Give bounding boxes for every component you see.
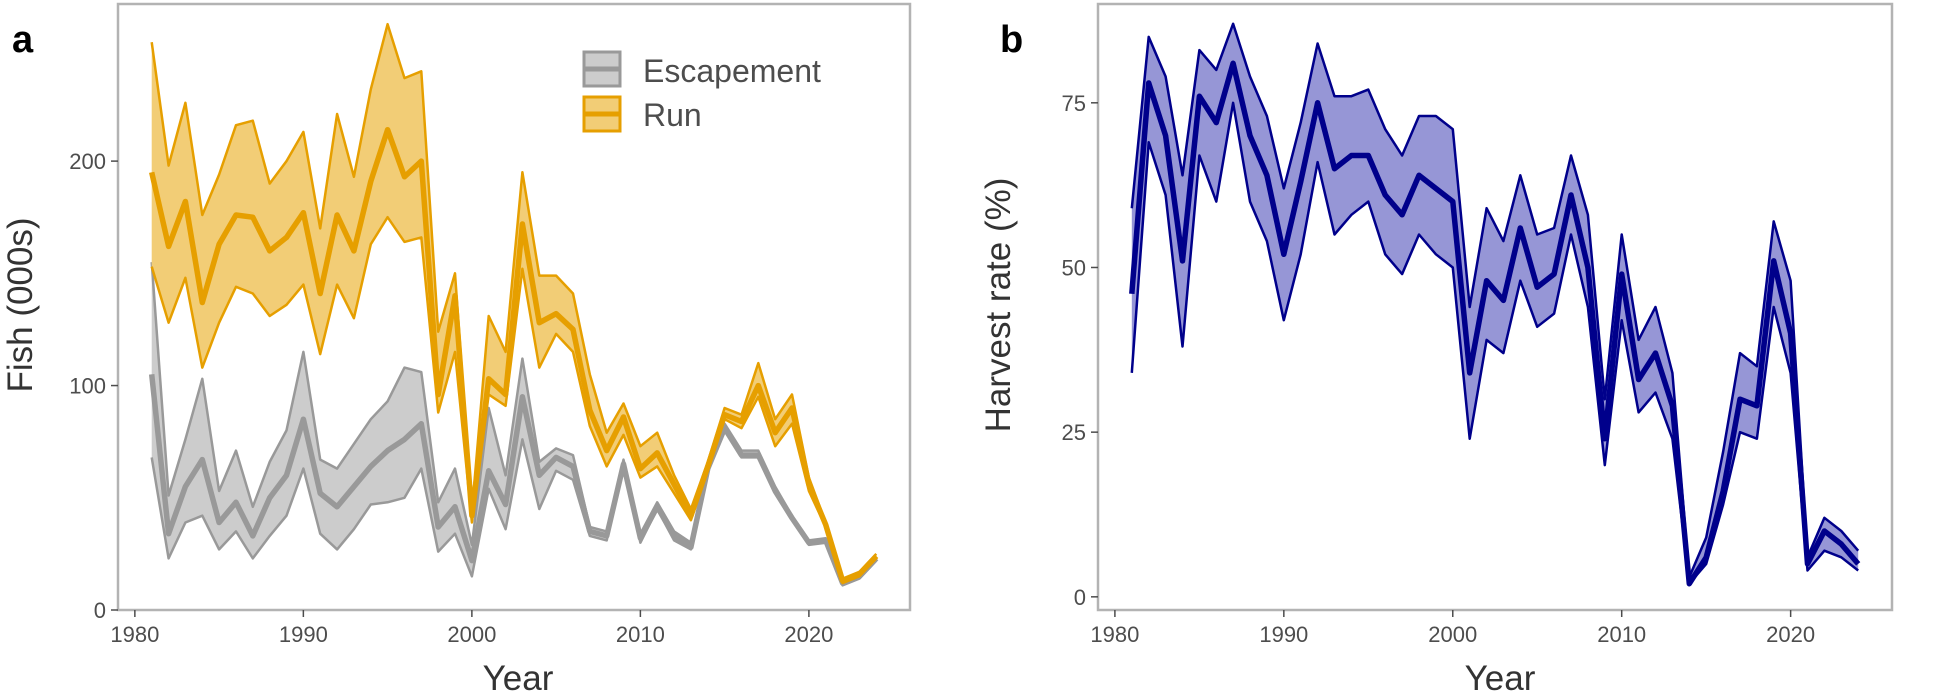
panel-b-xlabel: Year xyxy=(1465,659,1536,698)
panel-a-run-median-line xyxy=(149,126,879,584)
panel-a-ytick-label-100: 100 xyxy=(69,374,106,399)
legend-label-run: Run xyxy=(643,97,702,133)
legend-item-escapement: Escapement xyxy=(582,50,821,89)
panel-a-run-lower-line xyxy=(150,215,878,585)
panel-b-xtick-label-2010: 2010 xyxy=(1597,622,1646,647)
panel-b-ytick-label-25: 25 xyxy=(1062,420,1086,445)
panel-a-plot: 1980 1990 2000 2010 2020 0 100 200 xyxy=(69,2,912,647)
panel-b-plot: 1980 1990 2000 2010 2020 0 25 50 75 xyxy=(1062,2,1894,647)
panel-a-xtick-label-2020: 2020 xyxy=(784,622,833,647)
panel-a-xtick-label-1990: 1990 xyxy=(279,622,328,647)
panel-b-xtick-label-2020: 2020 xyxy=(1766,622,1815,647)
panel-a-xlabel: Year xyxy=(483,659,554,698)
panel-a-escapement-upper-line xyxy=(150,262,878,583)
panel-a-xtick-label-2010: 2010 xyxy=(616,622,665,647)
panel-b-ytick-label-0: 0 xyxy=(1074,585,1086,610)
panel-a-ylabel: Fish (000s) xyxy=(1,217,40,392)
panel-b-ylabel: Harvest rate (%) xyxy=(979,178,1018,433)
panel-a-label: a xyxy=(12,19,34,61)
panel-b-xtick-label-2000: 2000 xyxy=(1428,622,1477,647)
panel-b-ytick-label-75: 75 xyxy=(1062,91,1086,116)
panel-b-ytick-label-50: 50 xyxy=(1062,255,1086,280)
legend-label-escapement: Escapement xyxy=(643,53,821,89)
panel-b-series-lower-line xyxy=(1130,101,1859,585)
panel-a-legend: Escapement Run xyxy=(582,50,821,133)
legend-item-run: Run xyxy=(582,95,702,133)
panel-a-ytick-label-0: 0 xyxy=(94,598,106,623)
panel-a-ytick-label-200: 200 xyxy=(69,149,106,174)
panel-a-run-upper-line xyxy=(150,22,878,580)
panel-a-xtick-label-2000: 2000 xyxy=(447,622,496,647)
panel-a-xtick-label-1980: 1980 xyxy=(110,622,159,647)
panel-b-series-median-line xyxy=(1129,60,1861,587)
panel-b-label: b xyxy=(1000,19,1023,61)
panel-b-xtick-label-1990: 1990 xyxy=(1259,622,1308,647)
panel-b-series-upper-line xyxy=(1130,22,1860,579)
panel-b-frame xyxy=(1096,2,1894,612)
panel-a-escapement-median-line xyxy=(148,374,879,586)
panel-b-xtick-label-1980: 1980 xyxy=(1090,622,1139,647)
panel-a-frame xyxy=(116,2,912,612)
